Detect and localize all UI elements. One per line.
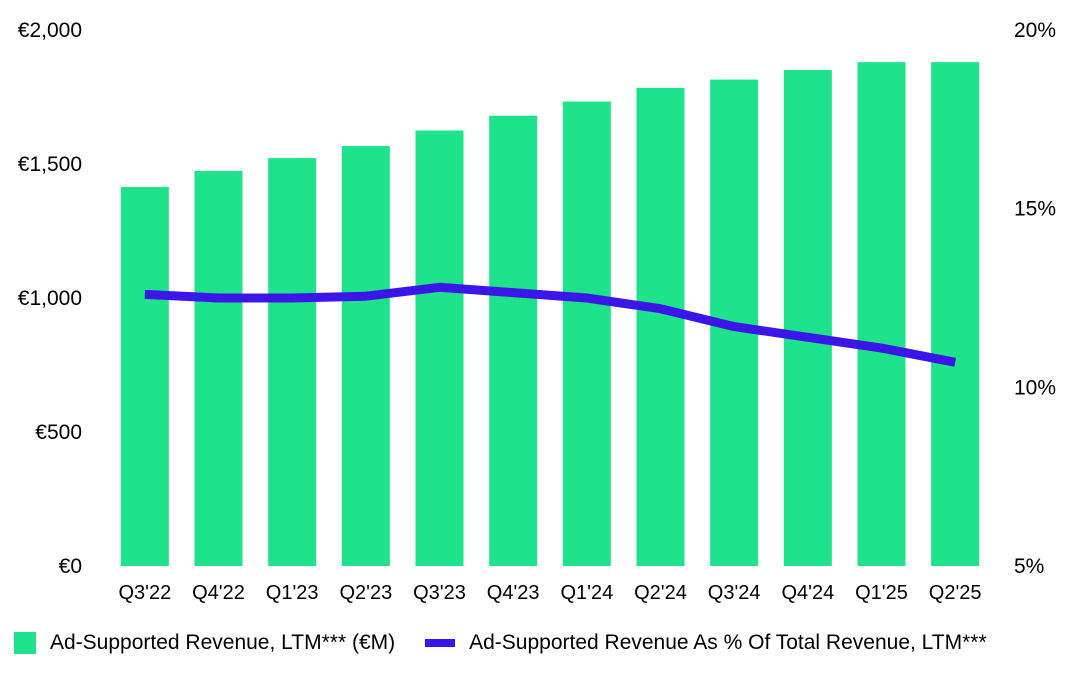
x-tick-label: Q4'23 [487, 582, 540, 604]
x-tick-label: Q1'23 [266, 582, 319, 604]
left-tick-label: €500 [35, 421, 82, 444]
combo-chart: €0 €500 €1,000 €1,500 €2,000 5% 10% 15% 20% Q3'… [18, 19, 1056, 604]
x-tick-label: Q2'25 [929, 582, 982, 604]
right-tick-label: 15% [1014, 198, 1056, 221]
right-tick-label: 5% [1014, 555, 1044, 578]
left-tick-label: €0 [59, 555, 82, 578]
x-tick-label: Q2'24 [634, 582, 687, 604]
left-axis: €0 €500 €1,000 €1,500 €2,000 [18, 19, 82, 578]
x-tick-label: Q4'24 [781, 582, 834, 604]
bar-Q3'22 [120, 187, 169, 566]
legend-item-bar: Ad-Supported Revenue, LTM*** (€M) [14, 631, 395, 655]
right-tick-label: 20% [1014, 19, 1056, 42]
bar-Q2'23 [341, 146, 390, 566]
bar-Q1'23 [268, 158, 317, 566]
left-tick-label: €1,500 [18, 153, 82, 176]
left-tick-label: €2,000 [18, 19, 82, 42]
legend-line-label: Ad-Supported Revenue As % Of Total Reven… [469, 631, 987, 654]
legend-item-line: Ad-Supported Revenue As % Of Total Reven… [425, 631, 987, 655]
x-tick-label: Q1'25 [855, 582, 908, 604]
x-axis: Q3'22 Q4'22 Q1'23 Q2'23 Q3'23 Q4'23 Q1'24 Q2'24… [118, 582, 981, 604]
bar-Q1'25 [857, 62, 906, 566]
bar-Q4'23 [489, 115, 538, 566]
right-tick-label: 10% [1014, 376, 1056, 399]
x-tick-label: Q3'23 [413, 582, 466, 604]
bars-layer [120, 62, 980, 566]
bar-Q2'25 [931, 62, 980, 566]
bar-Q1'24 [562, 101, 611, 566]
left-tick-label: €1,000 [18, 287, 82, 310]
line-layer [144, 282, 957, 367]
bar-Q3'23 [415, 130, 464, 566]
bar-Q2'24 [636, 87, 685, 566]
x-tick-label: Q3'22 [118, 582, 171, 604]
legend-line-swatch [425, 639, 456, 647]
x-tick-label: Q1'24 [560, 582, 613, 604]
x-tick-label: Q2'23 [339, 582, 392, 604]
legend: Ad-Supported Revenue, LTM*** (€M) Ad-Sup… [14, 626, 1017, 660]
bar-Q4'24 [783, 69, 832, 566]
legend-bar-swatch [14, 632, 36, 654]
right-axis: 5% 10% 15% 20% [1014, 19, 1056, 578]
percent-line [144, 282, 957, 367]
legend-bar-label: Ad-Supported Revenue, LTM*** (€M) [50, 631, 396, 654]
x-tick-label: Q4'22 [192, 582, 245, 604]
x-tick-label: Q3'24 [708, 582, 761, 604]
bar-Q4'22 [194, 170, 243, 566]
